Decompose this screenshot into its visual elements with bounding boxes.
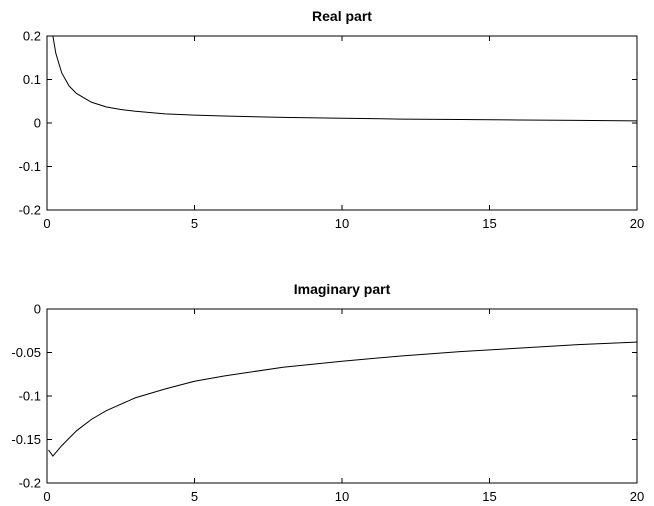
x-tick-label: 5 <box>191 489 198 504</box>
x-tick-label: 5 <box>191 216 198 231</box>
y-tick-label: 0 <box>34 302 41 317</box>
axes-box <box>46 308 638 484</box>
chart-title: Real part <box>312 8 372 24</box>
y-tick-label: -0.1 <box>19 159 41 174</box>
y-tick-label: -0.15 <box>11 432 41 447</box>
y-tick-label: -0.2 <box>19 203 41 218</box>
x-tick-label: 10 <box>335 216 349 231</box>
x-tick-label: 10 <box>335 489 349 504</box>
x-tick-label: 20 <box>630 216 644 231</box>
y-tick-label: 0 <box>34 116 41 131</box>
chart-title: Imaginary part <box>294 281 391 297</box>
x-tick-label: 15 <box>482 489 496 504</box>
y-tick-label: -0.05 <box>11 345 41 360</box>
series-line <box>48 35 638 122</box>
axes-box <box>46 35 638 211</box>
chart-panel-2: Imaginary part 0 5 10 15 20 0 -0.05 -0.1 -0.15 -0.… <box>11 281 644 504</box>
x-tick-label: 0 <box>43 216 50 231</box>
y-tick-label: -0.2 <box>19 476 41 491</box>
chart-panel-1: Real part 0 5 10 15 20 0.2 0.1 0 -0.1 -0.2 <box>19 8 645 231</box>
series-line <box>48 341 638 457</box>
x-tick-label: 15 <box>482 216 496 231</box>
x-tick-label: 0 <box>43 489 50 504</box>
y-tick-label: -0.1 <box>19 389 41 404</box>
y-tick-label: 0.1 <box>23 72 41 87</box>
y-tick-label: 0.2 <box>23 29 41 44</box>
x-tick-label: 20 <box>630 489 644 504</box>
